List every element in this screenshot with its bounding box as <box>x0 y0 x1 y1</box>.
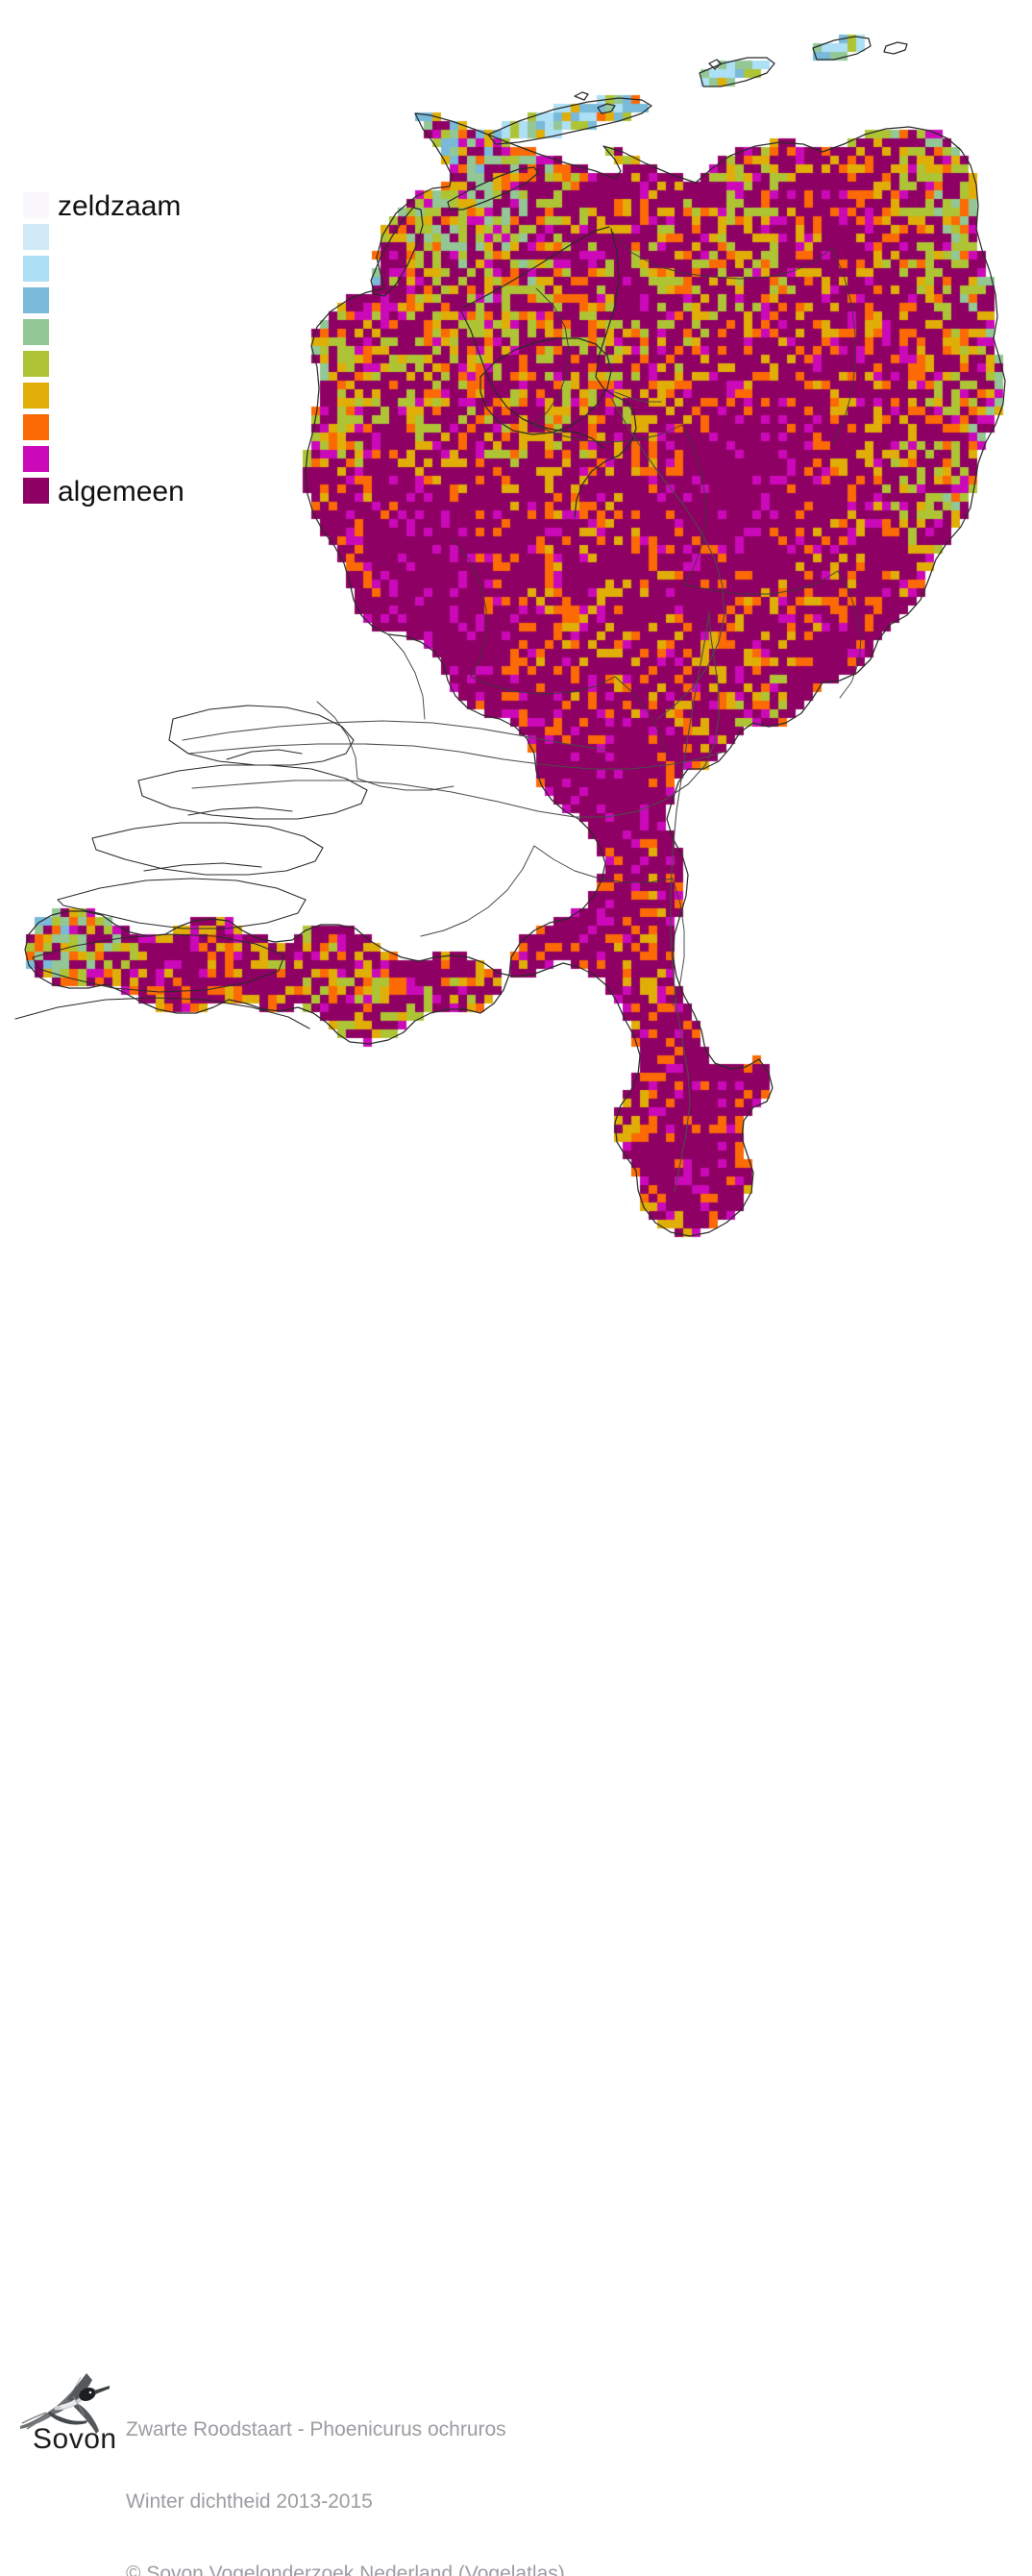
caption-period: Winter dichtheid 2013-2015 <box>126 2490 373 2513</box>
afsluitdijk <box>462 226 610 309</box>
ijsselmeer-east-shore <box>574 228 637 518</box>
river-lek <box>182 720 606 751</box>
legend-row <box>23 414 254 443</box>
legend-swatch-1 <box>23 224 49 250</box>
wadden-vlieland <box>447 166 539 211</box>
figure-caption: Zwarte Roodstaart - Phoenicurus ochruros… <box>126 2369 565 2576</box>
legend-label-low: zeldzaam <box>58 190 182 222</box>
legend-swatch-6 <box>23 383 49 409</box>
sovon-logo: Sovon <box>17 2367 118 2456</box>
wadden-terschelling <box>487 97 652 145</box>
country-border <box>24 112 1006 1237</box>
legend-row <box>23 287 254 316</box>
legend-row <box>23 256 254 285</box>
wadden-griend <box>597 103 616 114</box>
density-legend: zeldzaam algemeen <box>23 192 254 509</box>
legend-swatch-0 <box>23 192 49 218</box>
wadden-small-1 <box>574 91 589 101</box>
legend-row <box>23 224 254 253</box>
legend-row: algemeen <box>23 478 254 507</box>
zeeland-delta <box>14 705 368 1029</box>
legend-swatch-9 <box>23 478 49 504</box>
markermeer-shore <box>460 310 604 449</box>
river-maas-limburg <box>670 610 710 1193</box>
legend-row <box>23 319 254 348</box>
wadden-small-2 <box>708 59 722 70</box>
density-grid-layer <box>0 0 1032 1288</box>
province-borders <box>316 230 862 1006</box>
river-waal <box>187 743 725 770</box>
river-ijssel <box>610 397 725 720</box>
flevoland-border <box>479 337 612 435</box>
river-ijssel-delta <box>614 391 662 403</box>
legend-row <box>23 383 254 411</box>
legend-swatch-5 <box>23 351 49 377</box>
river-maas <box>191 614 720 818</box>
westerschelde <box>14 997 310 1029</box>
sovon-wordmark: Sovon <box>33 2423 117 2455</box>
legend-row <box>23 446 254 475</box>
figure-footer: Sovon Zwarte Roodstaart - Phoenicurus oc… <box>0 1177 1032 2576</box>
legend-row: zeldzaam <box>23 192 254 221</box>
caption-copyright: © Sovon Vogelonderzoek Nederland (Vogela… <box>126 2563 565 2576</box>
wadden-ameland <box>699 57 775 87</box>
legend-row <box>23 351 254 380</box>
wadden-schiermonnikoog <box>812 36 872 61</box>
wadden-texel <box>370 207 424 297</box>
legend-label-high: algemeen <box>58 476 184 508</box>
country-outline-layer <box>14 36 1006 1237</box>
caption-species: Zwarte Roodstaart - Phoenicurus ochruros <box>126 2418 506 2440</box>
legend-swatch-3 <box>23 287 49 313</box>
legend-swatch-2 <box>23 256 49 282</box>
legend-swatch-4 <box>23 319 49 345</box>
wadden-rottumeroog <box>883 41 908 55</box>
legend-swatch-8 <box>23 446 49 472</box>
legend-swatch-7 <box>23 414 49 440</box>
distribution-map <box>0 0 1032 1288</box>
